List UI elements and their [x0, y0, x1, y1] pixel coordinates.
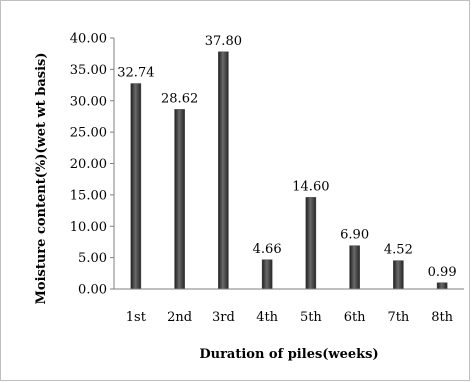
bar-3rd	[218, 51, 229, 290]
y-tick-label: 40.00	[70, 32, 107, 47]
x-tick-label: 1st	[126, 310, 147, 325]
y-tick-label: 30.00	[70, 94, 107, 109]
y-tick-label: 15.00	[70, 188, 107, 203]
y-tick-label: 20.00	[70, 157, 107, 172]
bar-8th	[436, 282, 448, 290]
y-tick-label: 10.00	[70, 220, 107, 235]
data-label: 4.66	[253, 242, 282, 257]
y-axis-title: Moisture content(%)(wet wt basis)	[34, 53, 49, 305]
bar-6th	[349, 245, 360, 290]
x-axis-title: Duration of piles(weeks)	[199, 347, 378, 362]
y-tick-label: 25.00	[70, 126, 107, 141]
data-labels: 32.74 28.62 37.80 4.66 14.60 6.90 4.52 0.99	[117, 34, 456, 280]
x-tick-label: 4th	[256, 310, 278, 325]
x-tick-label: 8th	[431, 310, 453, 325]
bar-5th	[305, 197, 317, 290]
data-label: 28.62	[161, 91, 198, 106]
y-tick-label: 0.00	[78, 283, 107, 298]
y-axis-ticks: 0.00 5.00 10.00 15.00 20.00 25.00 30.00 35.00 40…	[70, 32, 114, 298]
data-label: 32.74	[117, 66, 154, 81]
bar-4th	[261, 259, 273, 290]
data-label: 0.99	[428, 265, 457, 280]
x-axis-ticks: 1st 2nd 3rd 4th 5th 6th 7th 8th	[126, 310, 454, 325]
bar-2nd	[174, 109, 185, 290]
x-tick-label: 2nd	[167, 310, 192, 325]
y-tick-label: 5.00	[78, 251, 107, 266]
bar-1st	[130, 83, 142, 290]
bar-7th	[393, 260, 404, 290]
x-tick-label: 6th	[344, 310, 366, 325]
x-tick-label: 3rd	[212, 310, 235, 325]
y-tick-label: 35.00	[70, 63, 107, 78]
x-tick-label: 5th	[300, 310, 322, 325]
data-label: 6.90	[340, 228, 369, 243]
bar-series	[130, 51, 448, 290]
x-tick-label: 7th	[387, 310, 409, 325]
data-label: 37.80	[205, 34, 242, 49]
data-label: 4.52	[384, 243, 413, 258]
data-label: 14.60	[292, 179, 329, 194]
